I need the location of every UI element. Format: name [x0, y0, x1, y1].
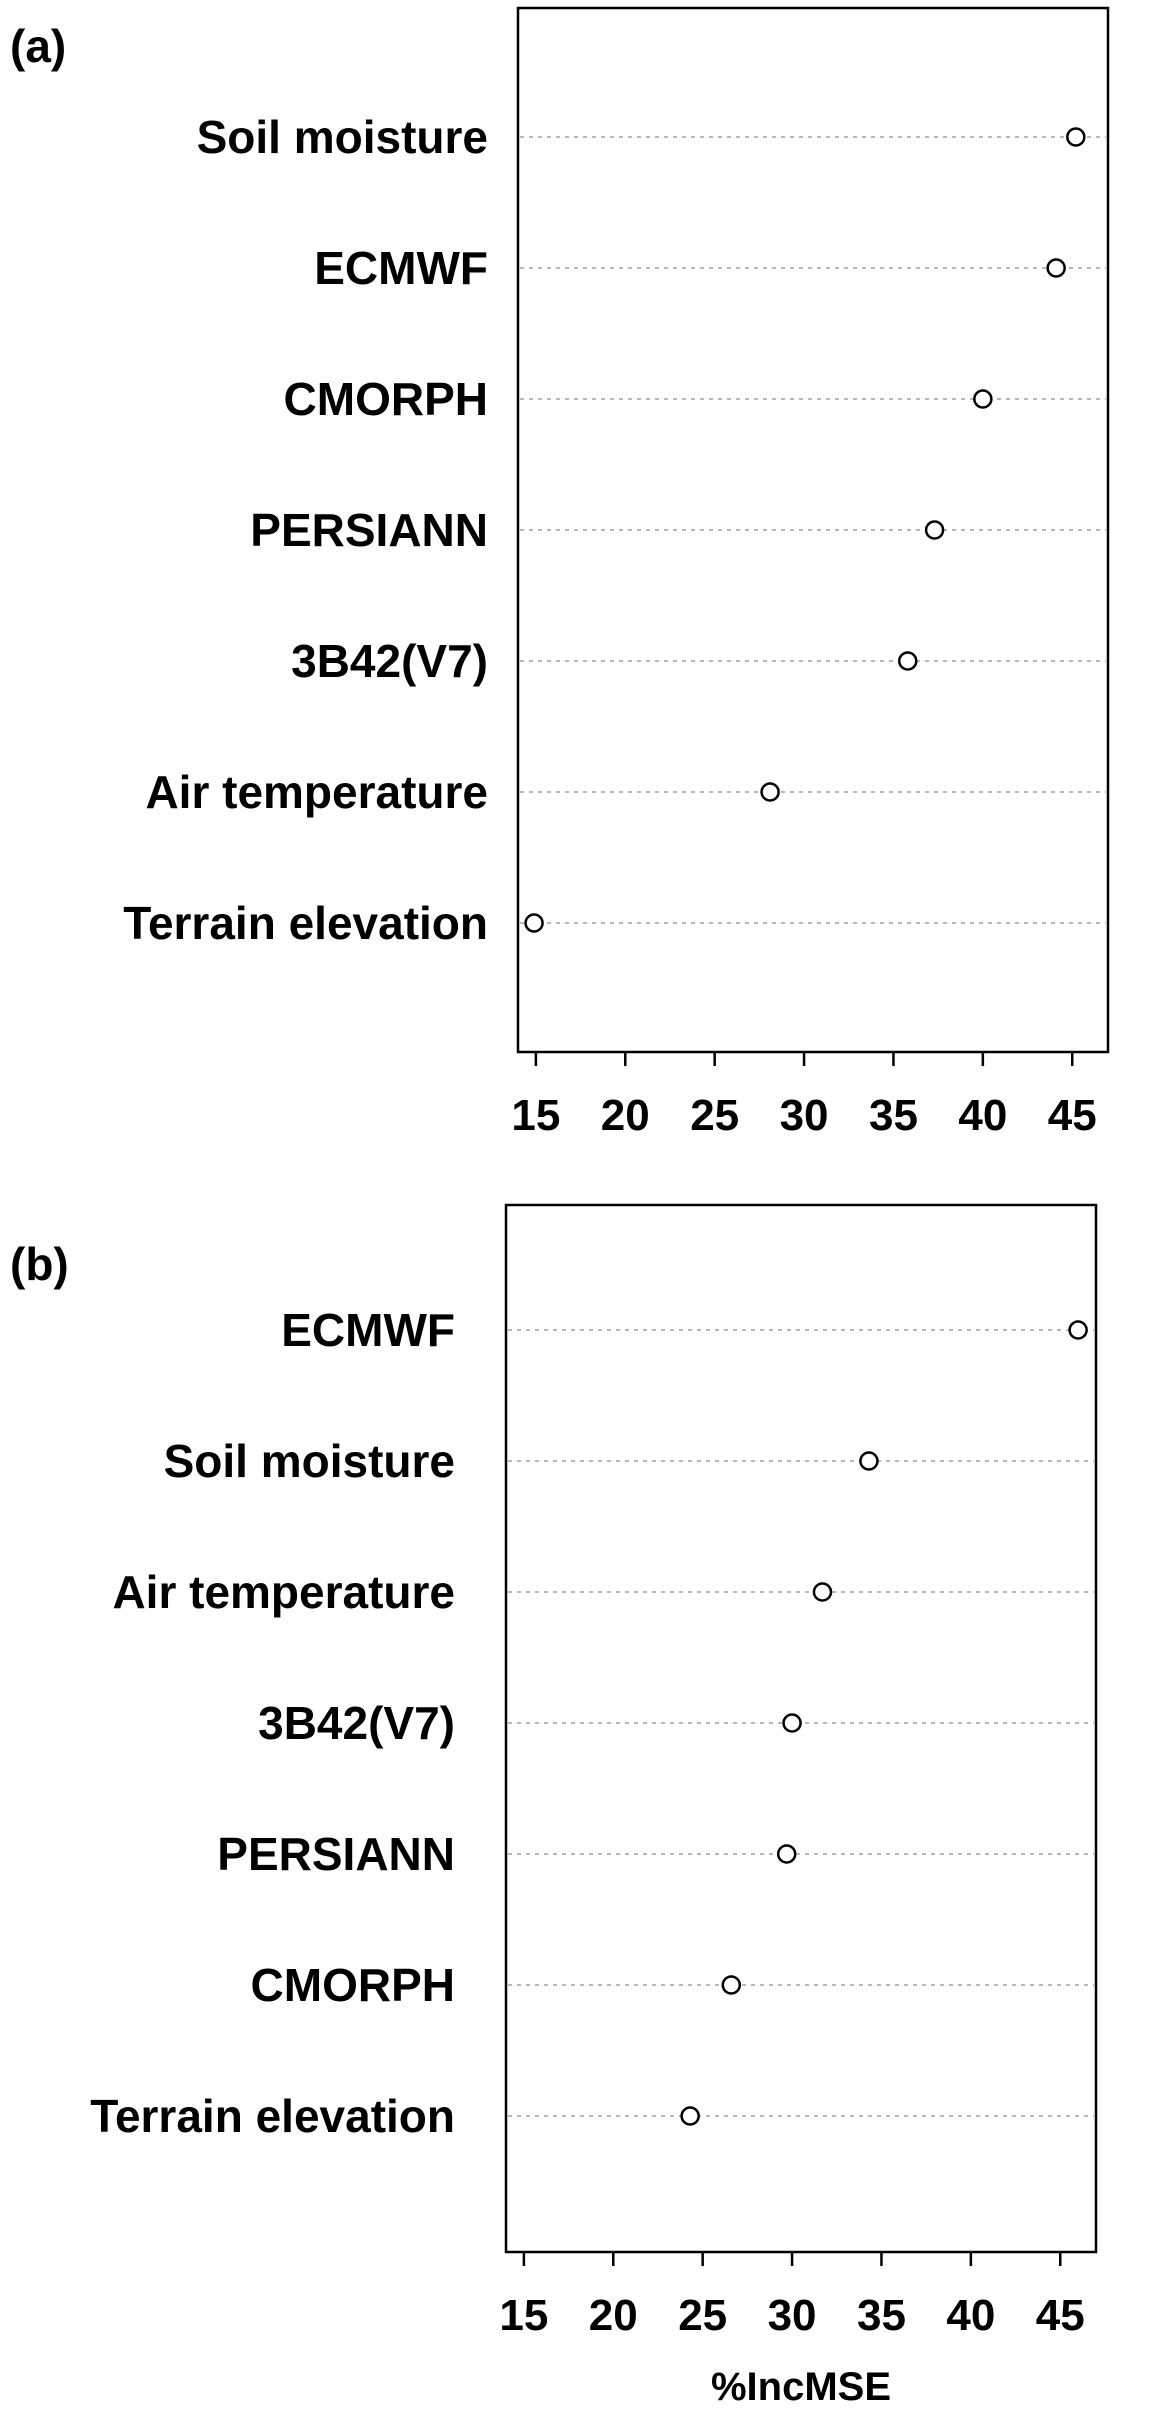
- x-tick-label: 40: [958, 1091, 1007, 1140]
- x-tick-label: 30: [780, 1091, 829, 1140]
- category-label: 3B42(V7): [291, 635, 488, 687]
- data-point: [859, 1451, 879, 1471]
- data-point: [898, 651, 918, 671]
- x-tick-label: 45: [1048, 1091, 1097, 1140]
- category-label: CMORPH: [284, 373, 488, 425]
- category-label: Terrain elevation: [90, 2090, 455, 2142]
- category-label: PERSIANN: [217, 1828, 455, 1880]
- category-label: PERSIANN: [250, 504, 488, 556]
- category-label: 3B42(V7): [258, 1697, 455, 1749]
- data-point: [1046, 258, 1066, 278]
- x-axis-title: %IncMSE: [711, 2365, 891, 2409]
- category-label: ECMWF: [281, 1304, 455, 1356]
- x-tick-label: 30: [768, 2291, 817, 2340]
- plot-frame: [516, 6, 1110, 1054]
- data-point: [1068, 1320, 1088, 1340]
- x-tick-label: 25: [678, 2291, 727, 2340]
- category-label: Terrain elevation: [123, 897, 488, 949]
- category-label: Air temperature: [112, 1566, 455, 1618]
- plot-frame: [504, 1203, 1098, 2254]
- data-point: [973, 389, 993, 409]
- x-tick-label: 25: [690, 1091, 739, 1140]
- x-tick-label: 45: [1036, 2291, 1085, 2340]
- data-point: [524, 913, 544, 933]
- x-tick-label: 35: [857, 2291, 906, 2340]
- category-label: CMORPH: [251, 1959, 455, 2011]
- x-tick-label: 20: [601, 1091, 650, 1140]
- x-tick-label: 15: [499, 2291, 548, 2340]
- category-label: ECMWF: [314, 242, 488, 294]
- category-label: Soil moisture: [164, 1435, 455, 1487]
- data-point: [776, 1844, 797, 1864]
- data-point: [924, 520, 945, 540]
- category-label: Air temperature: [145, 766, 488, 818]
- x-tick-label: 15: [511, 1091, 560, 1140]
- panel-a: (a) Soil moisture ECMWF CMORPH PERSIANN 3B42(…: [10, 6, 1110, 1140]
- panel-label: (a): [10, 20, 66, 72]
- panel-label: (b): [10, 1238, 69, 1290]
- data-point: [812, 1582, 833, 1602]
- data-point: [680, 2106, 700, 2126]
- panel-b: (b) ECMWF Soil moisture Air temperature 3B42…: [10, 1203, 1098, 2409]
- x-tick-label: 35: [869, 1091, 918, 1140]
- category-label: Soil moisture: [197, 111, 488, 163]
- data-point: [760, 782, 780, 802]
- data-point: [721, 1975, 742, 1995]
- x-tick-label: 40: [946, 2291, 995, 2340]
- x-tick-label: 20: [589, 2291, 638, 2340]
- data-point: [1066, 127, 1086, 147]
- data-point: [782, 1713, 802, 1733]
